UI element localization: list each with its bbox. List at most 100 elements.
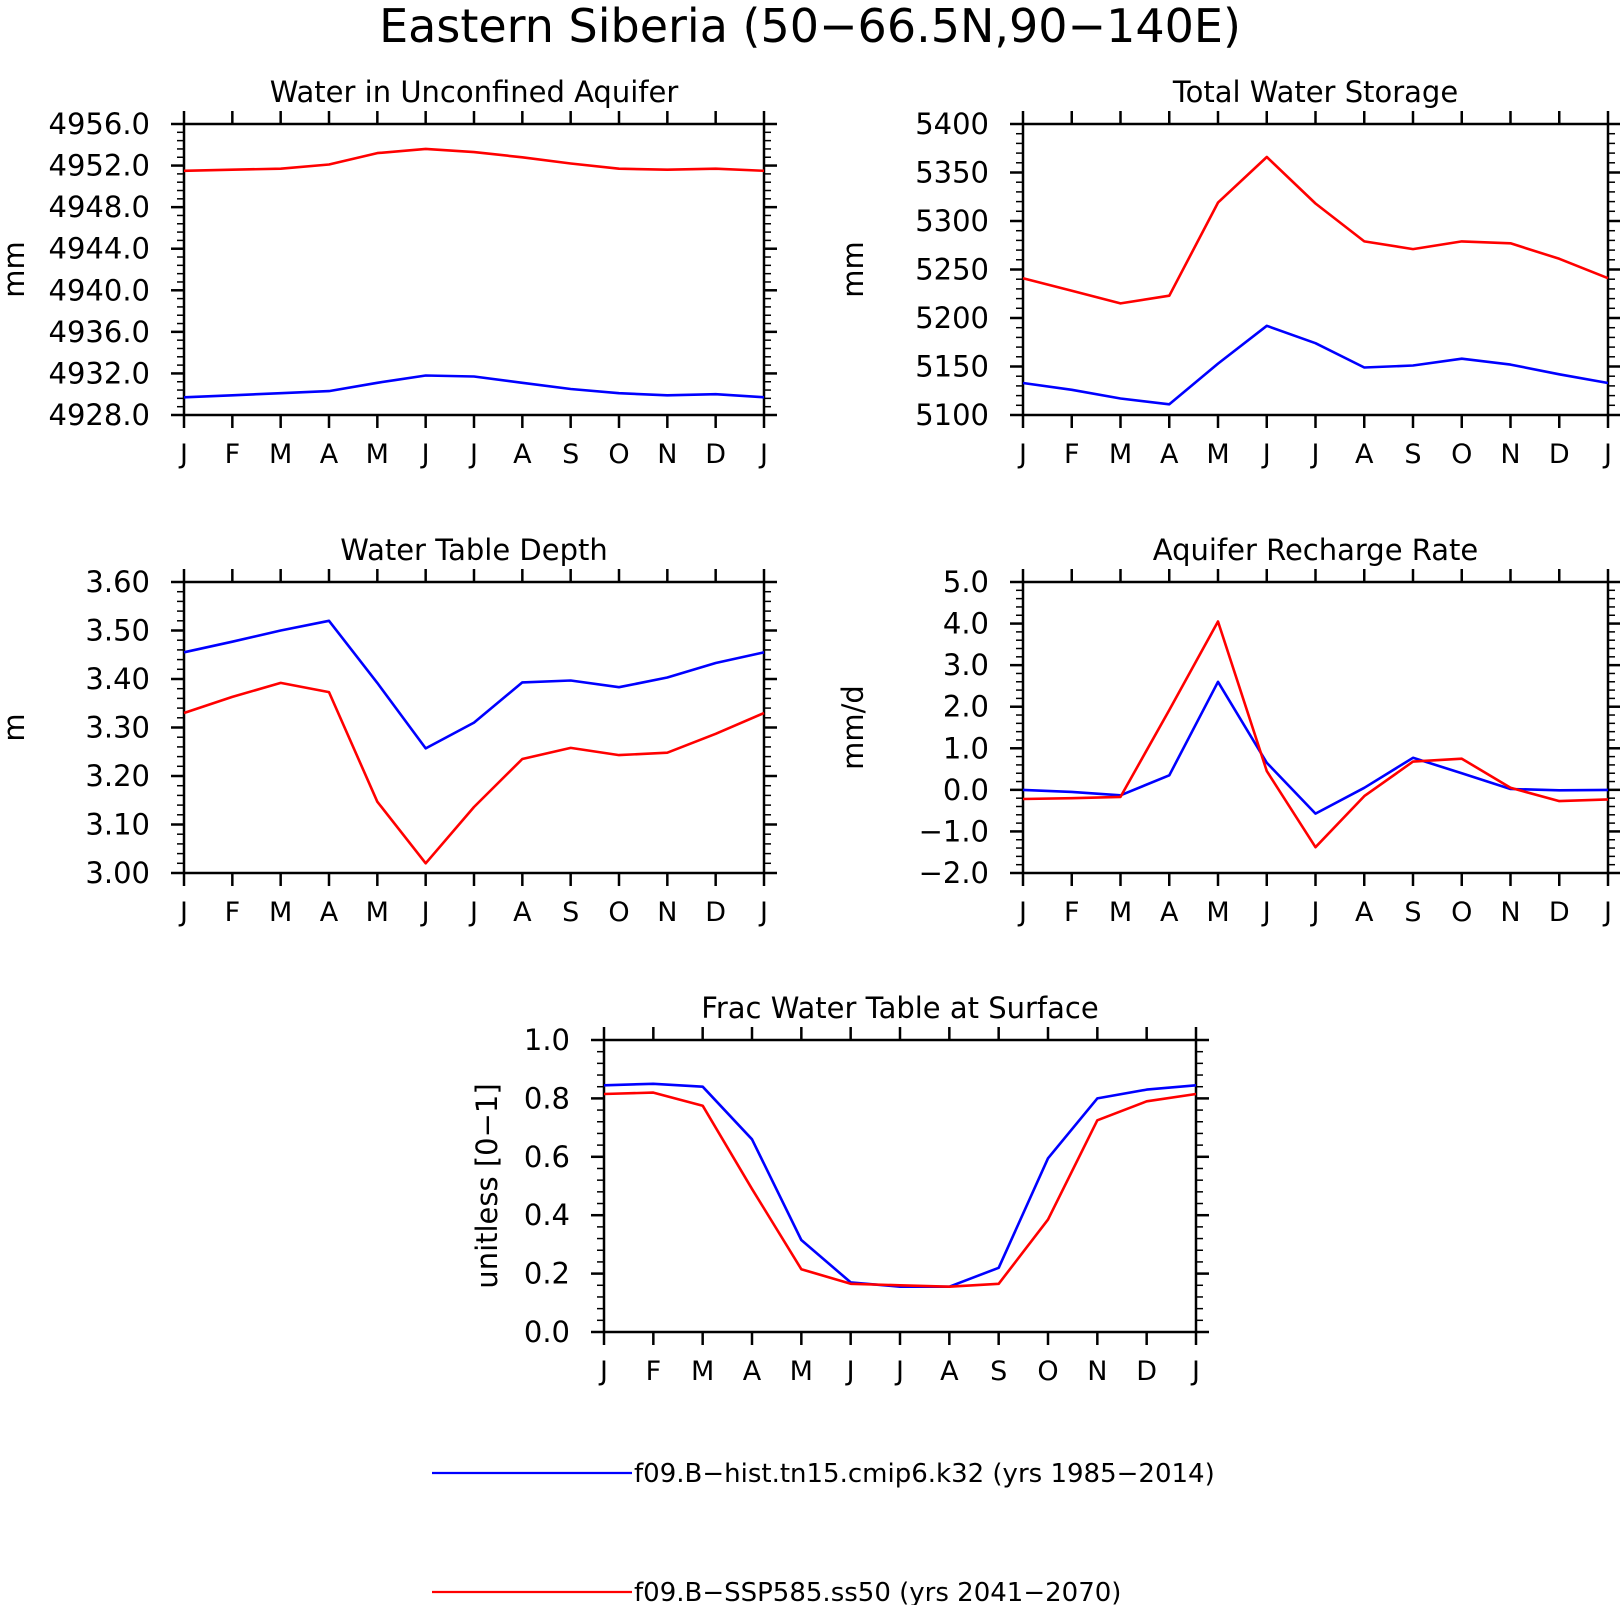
x-tick-label: D bbox=[1549, 439, 1570, 470]
chart-panel-2: J F M A M J J A S O N D J510051505200525053005350540… bbox=[836, 75, 1620, 470]
y-tick-label: 3.60 bbox=[85, 565, 150, 599]
y-tick-label: 0.0 bbox=[524, 1315, 570, 1349]
y-axis-label: mm/d bbox=[836, 685, 870, 770]
x-tick-label: J bbox=[420, 897, 430, 928]
series-line-1 bbox=[1022, 680, 1609, 815]
y-tick-label: 5200 bbox=[915, 301, 989, 335]
x-tick-label: M bbox=[366, 897, 389, 928]
y-tick-label: 0.8 bbox=[524, 1081, 570, 1115]
x-tick-label: S bbox=[562, 897, 579, 928]
x-tick-label: O bbox=[1451, 897, 1472, 928]
series-line-2 bbox=[1022, 620, 1609, 849]
y-axis-label: mm bbox=[836, 241, 870, 298]
x-tick-label: J bbox=[468, 897, 478, 928]
x-tick-label: J bbox=[178, 439, 188, 470]
plot-frame bbox=[1021, 122, 1610, 417]
x-tick-label: S bbox=[990, 1356, 1007, 1387]
y-tick-label: 1.0 bbox=[943, 731, 989, 765]
y-tick-label: 0.6 bbox=[524, 1140, 570, 1174]
x-tick-label: N bbox=[657, 439, 677, 470]
x-tick-label: J bbox=[420, 439, 430, 470]
plot-frame bbox=[182, 580, 766, 875]
y-tick-label: 4936.0 bbox=[49, 315, 150, 349]
panel-title: Total Water Storage bbox=[1172, 75, 1458, 109]
x-tick-label: D bbox=[1136, 1356, 1157, 1387]
x-tick-label: M bbox=[790, 1356, 813, 1387]
x-tick-label: D bbox=[1549, 897, 1570, 928]
x-tick-label: J bbox=[1602, 439, 1612, 470]
y-tick-label: 4948.0 bbox=[49, 190, 150, 224]
x-tick-label: A bbox=[1355, 439, 1374, 470]
y-axis-label: unitless [0−1] bbox=[470, 1083, 504, 1288]
panel-title: Water Table Depth bbox=[340, 533, 608, 567]
y-tick-label: 0.2 bbox=[524, 1257, 570, 1291]
y-tick-label: 3.10 bbox=[85, 808, 150, 842]
y-axis-label: m bbox=[0, 713, 31, 741]
x-tick-label: A bbox=[513, 439, 532, 470]
x-tick-label: M bbox=[1206, 897, 1229, 928]
x-tick-label: M bbox=[1109, 897, 1132, 928]
x-tick-label: A bbox=[320, 439, 339, 470]
y-tick-label: 1.0 bbox=[524, 1023, 570, 1057]
legend-label-2: f09.B−SSP585.ss50 (yrs 2041−2070) bbox=[634, 1578, 1121, 1605]
x-tick-label: A bbox=[743, 1356, 762, 1387]
x-tick-label: N bbox=[657, 897, 677, 928]
y-tick-label: 0.4 bbox=[524, 1198, 570, 1232]
series-line-2 bbox=[183, 681, 765, 865]
legend: f09.B−hist.tn15.cmip6.k32 (yrs 1985−2014… bbox=[432, 1459, 1215, 1605]
y-tick-label: 3.50 bbox=[85, 614, 150, 648]
x-tick-label: J bbox=[845, 1356, 855, 1387]
y-tick-label: 4.0 bbox=[943, 607, 989, 641]
x-tick-label: J bbox=[1310, 897, 1320, 928]
x-tick-label: A bbox=[1355, 897, 1374, 928]
x-tick-label: J bbox=[178, 897, 188, 928]
y-tick-label: 5350 bbox=[915, 156, 989, 190]
x-tick-label: S bbox=[1404, 439, 1421, 470]
x-tick-label: J bbox=[598, 1356, 608, 1387]
x-tick-label: J bbox=[1310, 439, 1320, 470]
x-tick-label: J bbox=[1261, 439, 1271, 470]
panels: J F M A M J J A S O N D J4928.04932.04936.04940.0494… bbox=[0, 75, 1620, 1387]
x-tick-label: F bbox=[225, 897, 241, 928]
x-tick-label: A bbox=[1160, 897, 1179, 928]
y-tick-label: −1.0 bbox=[919, 814, 989, 848]
x-tick-label: O bbox=[608, 439, 629, 470]
x-tick-label: M bbox=[1109, 439, 1132, 470]
x-tick-label: J bbox=[894, 1356, 904, 1387]
series-line-2 bbox=[183, 147, 765, 173]
x-tick-label: M bbox=[1206, 439, 1229, 470]
x-tick-label: O bbox=[1451, 439, 1472, 470]
x-tick-label: A bbox=[320, 897, 339, 928]
x-tick-label: M bbox=[269, 897, 292, 928]
x-tick-label: M bbox=[691, 1356, 714, 1387]
series-line-2 bbox=[603, 1091, 1197, 1288]
series-line-1 bbox=[603, 1082, 1197, 1288]
x-tick-label: J bbox=[1190, 1356, 1200, 1387]
x-tick-label: A bbox=[513, 897, 532, 928]
x-tick-label: D bbox=[705, 897, 726, 928]
x-tick-label: F bbox=[225, 439, 241, 470]
x-tick-label: D bbox=[705, 439, 726, 470]
y-tick-label: 5100 bbox=[915, 398, 989, 432]
y-tick-label: 5.0 bbox=[943, 565, 989, 599]
chart-panel-1: J F M A M J J A S O N D J4928.04932.04936.04940.0494… bbox=[0, 75, 777, 470]
x-tick-label: N bbox=[1500, 897, 1520, 928]
y-tick-label: −2.0 bbox=[919, 856, 989, 890]
x-tick-label: S bbox=[562, 439, 579, 470]
y-tick-label: 4944.0 bbox=[49, 232, 150, 266]
x-tick-label: N bbox=[1087, 1356, 1107, 1387]
x-tick-label: A bbox=[1160, 439, 1179, 470]
chart-panel-3: J F M A M J J A S O N D J3.003.103.203.303.403.503.6… bbox=[0, 533, 777, 928]
x-tick-label: J bbox=[1017, 439, 1027, 470]
series-line-1 bbox=[183, 619, 765, 750]
y-tick-label: 4956.0 bbox=[49, 107, 150, 141]
y-tick-label: 3.00 bbox=[85, 856, 150, 890]
y-tick-label: 3.20 bbox=[85, 759, 150, 793]
y-tick-label: 0.0 bbox=[943, 773, 989, 807]
y-tick-label: 4952.0 bbox=[49, 149, 150, 183]
x-tick-label: J bbox=[1602, 897, 1612, 928]
y-tick-label: 5150 bbox=[915, 350, 989, 384]
x-tick-label: J bbox=[468, 439, 478, 470]
